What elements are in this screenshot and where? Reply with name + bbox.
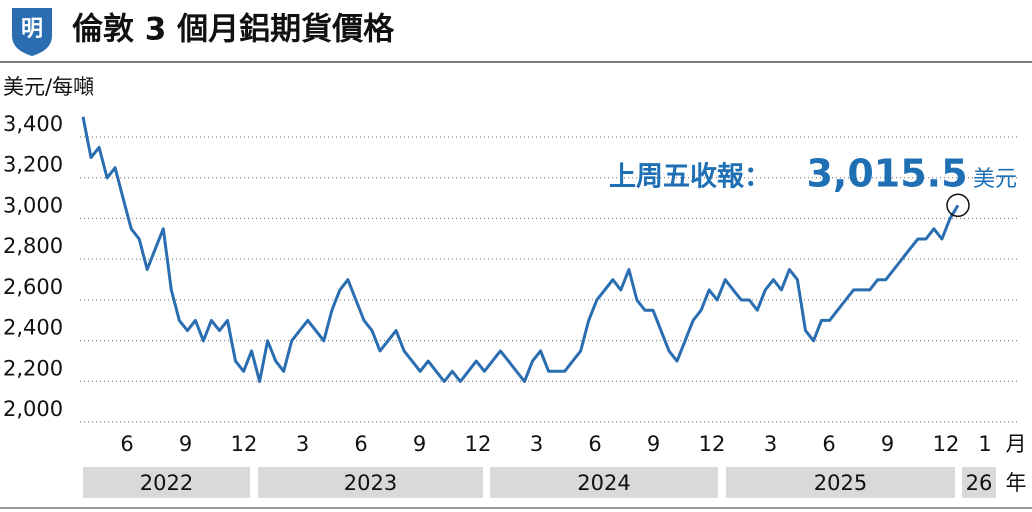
x-unit: 月	[1006, 432, 1027, 456]
x-tick-label: 1	[978, 432, 991, 456]
x-tick-label: 9	[881, 432, 894, 456]
year-band	[83, 467, 250, 498]
x-tick-label: 3	[530, 432, 543, 456]
year-label: 2025	[814, 471, 867, 495]
annotation-value: 3,015.5	[806, 152, 967, 196]
x-tick-label: 6	[588, 432, 601, 456]
logo: 明	[21, 17, 43, 42]
year-band	[258, 467, 483, 498]
y-tick-label: 3,000	[3, 193, 63, 217]
annotation: 上周五收報：	[609, 162, 771, 193]
y-tick-label: 2,200	[3, 356, 63, 380]
year-band	[490, 467, 718, 498]
year-label: 26	[966, 471, 993, 495]
chart-title: 倫敦 3 個月鋁期貨價格	[72, 12, 395, 48]
year-label: 2023	[344, 471, 397, 495]
y-tick-label: 2,800	[3, 234, 63, 258]
year-label: 2024	[577, 471, 630, 495]
x-tick-label: 12	[699, 432, 726, 456]
x-tick-label: 12	[933, 432, 960, 456]
year-unit: 年	[1006, 471, 1027, 495]
x-tick-label: 12	[231, 432, 258, 456]
close-marker	[946, 193, 970, 218]
logo-badge	[12, 8, 52, 56]
x-tick-label: 3	[764, 432, 777, 456]
y-tick-label: 2,400	[3, 316, 63, 340]
y-tick-label: 2,600	[3, 275, 63, 299]
year-band	[962, 467, 996, 498]
y-tick-label: 3,200	[3, 153, 63, 177]
year-label: 2022	[140, 471, 193, 495]
y-tick-label: 3,400	[3, 112, 63, 136]
x-tick-label: 9	[179, 432, 192, 456]
x-tick-label: 9	[647, 432, 660, 456]
year-band	[726, 467, 955, 498]
price-line	[81, 116, 960, 383]
annotation-unit: 美元	[973, 167, 1017, 192]
y-tick-label: 2,000	[3, 397, 63, 421]
x-tick-label: 6	[822, 432, 835, 456]
x-tick-label: 12	[465, 432, 492, 456]
y-axis-label: 美元/每噸	[3, 75, 94, 99]
x-tick-label: 6	[354, 432, 367, 456]
x-tick-label: 9	[413, 432, 426, 456]
x-tick-label: 6	[120, 432, 133, 456]
x-tick-label: 3	[296, 432, 309, 456]
